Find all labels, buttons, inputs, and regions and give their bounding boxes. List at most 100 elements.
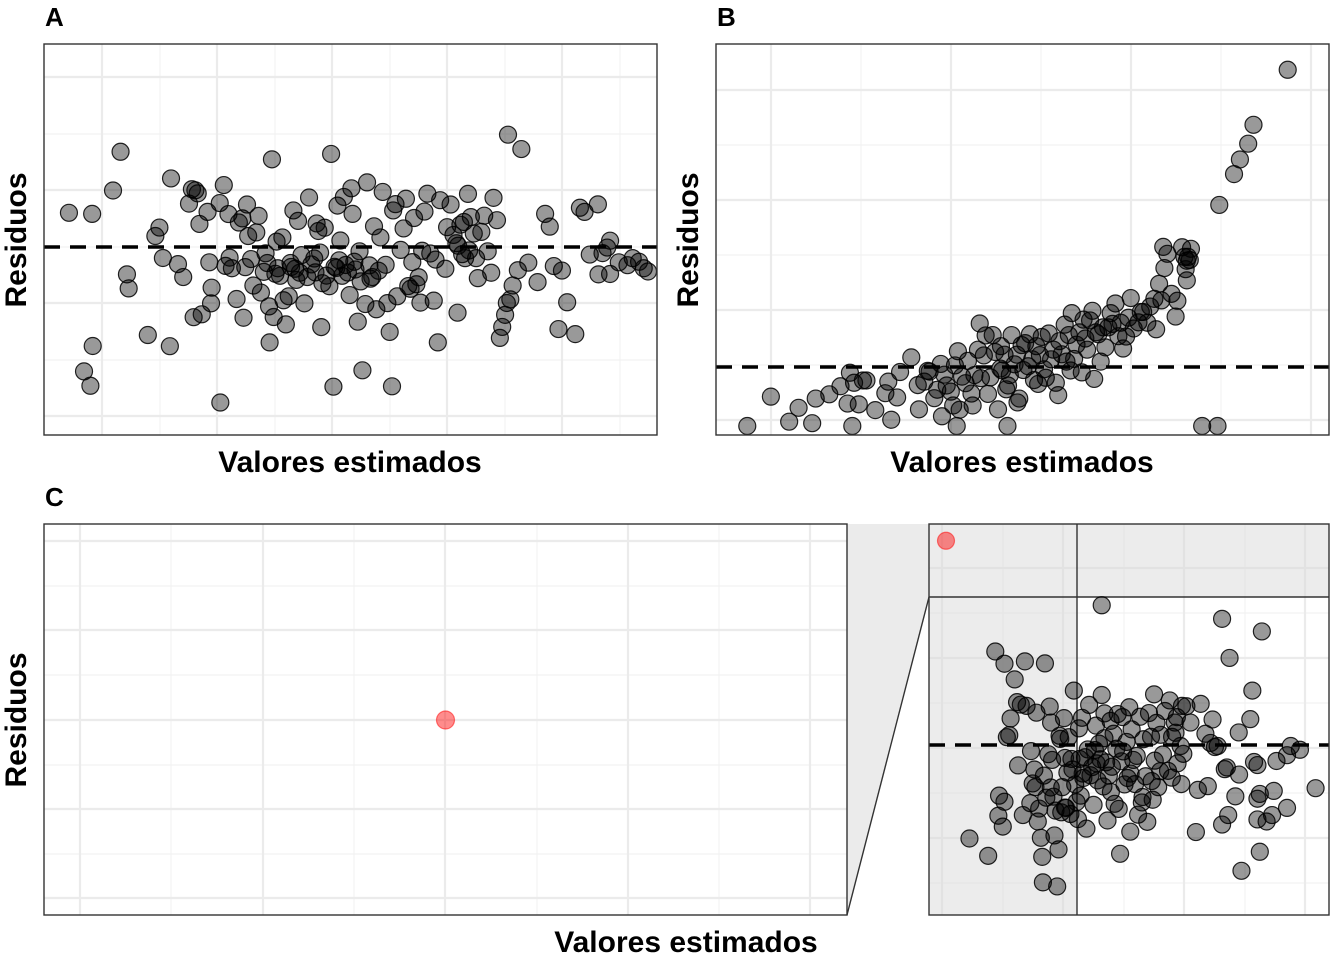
panel-a-data-point (424, 291, 443, 310)
panel-a-grid (44, 44, 657, 435)
panel-a-data-point (519, 253, 538, 272)
inset-data-point (1139, 703, 1159, 723)
inset-data-point (1229, 765, 1249, 784)
panel-b-data-point (1162, 284, 1181, 303)
panel-b-data-point (1208, 416, 1227, 436)
inset-data-point (1244, 752, 1264, 772)
panel-a-data-point (357, 173, 377, 192)
inset-data-point (960, 829, 979, 848)
inset-data-point (1055, 798, 1075, 817)
inset-data-point (1080, 695, 1099, 714)
inset-data-point (1203, 710, 1222, 729)
inset-data-point (1133, 787, 1152, 807)
inset-data-point (1248, 755, 1267, 775)
panel-b-data-point (1049, 386, 1068, 405)
panel-a-data-point (566, 325, 585, 344)
panel-a-x-axis-label: Valores estimados (218, 446, 481, 479)
inset-data-point (1037, 788, 1056, 807)
inset-data-point (1212, 609, 1232, 628)
inset-data-point (1155, 701, 1175, 721)
panel-c-highlight-point (435, 710, 456, 730)
inset-data-point (1049, 840, 1068, 859)
panel-a-data-point (200, 253, 219, 272)
panel-a-data-point (558, 293, 577, 312)
inset-data-point (1162, 768, 1181, 787)
panel-a-data-point (83, 204, 102, 223)
panel-a-data-point (322, 144, 341, 164)
inset-data-point (1000, 726, 1019, 745)
inset-data-point (1027, 703, 1046, 722)
panel-b-data-point (909, 400, 929, 419)
panel-a-data-point (188, 184, 207, 203)
panel-a-data-point (472, 222, 491, 241)
panel-b-data-point (988, 400, 1008, 419)
panel-a-data-point (360, 256, 379, 275)
panel-a-data-point (371, 228, 390, 247)
panel-b-data-point (974, 346, 993, 365)
panel-a-data-point (234, 308, 253, 327)
inset-data-point (979, 846, 998, 865)
panel-b-data-point (849, 395, 868, 414)
panel-b-data-point (879, 372, 898, 391)
panel-b-data-point (932, 407, 952, 426)
panel-a-data-point (528, 273, 547, 292)
inset-data-point (1095, 704, 1114, 723)
panel-a-data-point (508, 261, 527, 280)
panel-a-data-point (251, 283, 271, 302)
panel-a-data-point (59, 203, 79, 222)
panel-a-data-point (441, 195, 460, 214)
inset-data-point (1041, 778, 1060, 797)
panel-a-y-axis-label: Residuos (0, 172, 33, 307)
panel-a-data-point (623, 249, 642, 268)
inset-data-point (1045, 826, 1064, 845)
inset-data-point (1051, 729, 1070, 748)
panel-b-data-point (1096, 338, 1115, 357)
panel-b-data-point (1230, 150, 1250, 169)
inset-data-point (1220, 648, 1239, 668)
panel-b-data-point (1083, 301, 1102, 320)
panel-a-data-point (407, 275, 426, 294)
inset-data-point (1101, 782, 1121, 802)
panel-a-data-point (376, 255, 395, 274)
panel-b-data-point (970, 314, 989, 333)
panel-a-data-point (103, 181, 123, 200)
inset-data-point (1013, 805, 1032, 825)
panel-a-data-point (512, 139, 531, 159)
panel-a-data-point (220, 248, 239, 267)
inset-shade-top (929, 524, 1329, 597)
inset-data-point (1011, 695, 1030, 714)
inset-data-point (1151, 725, 1170, 744)
panel-a-data-point (117, 265, 137, 284)
panel-a-data-point (260, 333, 279, 352)
inset-data-point (993, 817, 1012, 836)
inset-data-point (1109, 799, 1128, 819)
panel-a-data-point (356, 294, 375, 314)
panel-b-data-point (803, 414, 822, 433)
panel-a-data-point (501, 290, 520, 309)
panel-b-background (716, 44, 1329, 435)
panel-b-data-point (1106, 294, 1125, 313)
inset-data-point (1186, 822, 1206, 842)
inset-data-point (1232, 861, 1251, 880)
panel-a-data-point (380, 322, 399, 342)
panel-b-data-point (1065, 349, 1084, 369)
inset-data-point (1144, 685, 1164, 704)
panel-a-data-point (307, 214, 326, 233)
panel-a-data-point (348, 312, 367, 331)
panel-b-data-point (882, 410, 901, 429)
inset-data-point (1048, 877, 1067, 896)
panel-b-data-point (1155, 258, 1174, 278)
panel-b-data-point (1055, 315, 1074, 334)
inset-shade-left (929, 597, 1077, 915)
panel-b-data-point (1193, 416, 1212, 436)
panel-a-data-point (83, 336, 102, 356)
inset-data-point (1172, 696, 1192, 716)
inset-data-point (1252, 622, 1271, 641)
panel-a-data-point (436, 259, 455, 278)
panel-b-grid (716, 44, 1329, 435)
panel-a-data-point (150, 218, 169, 237)
panel-a-data-point (331, 231, 350, 250)
panel-b-data-point (1030, 345, 1050, 365)
inset-data-point (1151, 762, 1170, 781)
panel-a-background (44, 44, 657, 435)
